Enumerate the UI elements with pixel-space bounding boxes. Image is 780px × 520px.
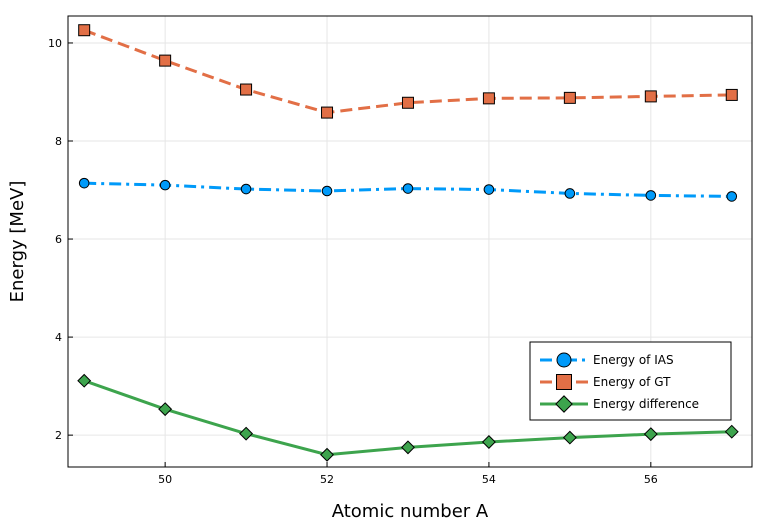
data-point bbox=[321, 185, 333, 197]
data-point bbox=[401, 96, 414, 109]
data-point bbox=[78, 177, 90, 189]
data-point bbox=[158, 402, 173, 417]
series-1 bbox=[78, 177, 738, 202]
data-point bbox=[78, 24, 91, 37]
legend-label: Energy of IAS bbox=[593, 353, 674, 367]
data-point bbox=[726, 191, 738, 202]
series-line bbox=[84, 181, 732, 198]
legend-label: Energy difference bbox=[593, 397, 699, 411]
data-point bbox=[320, 447, 334, 462]
y-tick-label: 6 bbox=[55, 233, 62, 246]
series-group bbox=[77, 24, 739, 462]
legend-marker bbox=[556, 352, 572, 368]
data-point bbox=[725, 88, 738, 101]
y-axis-label: Energy [MeV] bbox=[7, 181, 28, 303]
data-point bbox=[563, 91, 576, 104]
plot-area-frame bbox=[67, 15, 753, 468]
y-tick-label: 8 bbox=[55, 135, 62, 148]
x-tick-label: 50 bbox=[158, 473, 172, 486]
legend-item: Energy of GT bbox=[540, 374, 671, 390]
y-tick-label: 10 bbox=[48, 37, 62, 50]
data-point bbox=[643, 427, 658, 442]
data-point bbox=[321, 106, 334, 119]
legend-marker bbox=[556, 374, 572, 390]
data-point bbox=[644, 90, 657, 103]
data-point bbox=[724, 424, 739, 439]
legend-item: Energy difference bbox=[540, 395, 699, 413]
legend-marker bbox=[555, 395, 573, 413]
data-point bbox=[402, 183, 414, 194]
x-tick-label: 52 bbox=[320, 473, 334, 486]
data-point bbox=[483, 184, 495, 195]
data-point bbox=[159, 54, 172, 67]
y-tick-label: 2 bbox=[55, 429, 62, 442]
data-point bbox=[481, 435, 496, 449]
y-tick-label: 4 bbox=[55, 331, 62, 344]
series-2 bbox=[78, 24, 738, 119]
data-point bbox=[240, 83, 253, 96]
series-line bbox=[83, 28, 732, 115]
series-3 bbox=[77, 373, 739, 462]
data-point bbox=[401, 440, 415, 455]
data-point bbox=[482, 92, 495, 105]
data-point bbox=[240, 183, 252, 195]
grid bbox=[68, 16, 752, 467]
data-point bbox=[564, 188, 576, 199]
x-tick-label: 56 bbox=[644, 473, 658, 486]
legend: Energy of IAS Energy of GT Energy differen… bbox=[529, 341, 732, 421]
legend-label: Energy of GT bbox=[593, 375, 671, 389]
data-point bbox=[159, 179, 171, 191]
data-point bbox=[239, 426, 254, 441]
data-point bbox=[562, 430, 577, 445]
axis-ticks: 50 52 54 56 2 4 6 8 10 bbox=[48, 37, 658, 486]
x-axis-label: Atomic number A bbox=[332, 501, 489, 520]
legend-item: Energy of IAS bbox=[540, 352, 674, 368]
data-point bbox=[77, 373, 92, 388]
x-tick-label: 54 bbox=[482, 473, 496, 486]
data-point bbox=[645, 190, 657, 201]
